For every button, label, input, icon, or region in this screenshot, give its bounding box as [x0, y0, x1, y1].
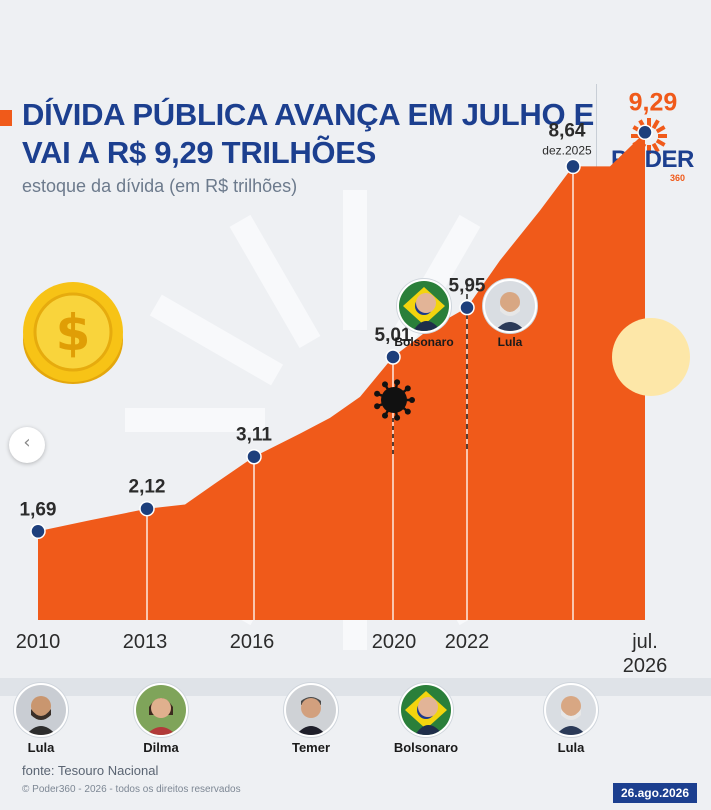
president-avatar	[134, 683, 188, 737]
logo-separator	[596, 84, 597, 202]
x-tick-label: 2020	[372, 631, 417, 653]
president-avatar	[397, 279, 451, 333]
previous-slide-button[interactable]: ‹	[9, 427, 45, 463]
virus-icon	[374, 379, 415, 421]
data-label: 3,11	[236, 425, 272, 446]
page-title: DÍVIDA PÚBLICA AVANÇA EM JULHO E VAI A R…	[22, 97, 594, 170]
data-label: 5,01	[375, 325, 412, 346]
chevron-left-icon: ‹	[23, 432, 31, 453]
page-subtitle: estoque da dívida (em R$ trilhões)	[22, 176, 298, 196]
data-point	[565, 158, 581, 175]
data-label: 9,29	[629, 88, 678, 116]
data-point	[637, 124, 653, 141]
data-point	[385, 349, 401, 365]
president-avatar	[544, 683, 598, 737]
timeline-president-1: Lula	[0, 683, 91, 755]
data-point	[246, 448, 262, 465]
data-label: 5,95	[449, 276, 486, 297]
svg-text:$: $	[56, 304, 91, 362]
logo-sub: 360	[670, 173, 686, 183]
date-badge: 26.ago.2026	[612, 783, 697, 803]
dollar-coin-icon: $	[23, 282, 123, 384]
data-label: 1,69	[20, 499, 57, 520]
timeline-president-4: Bolsonaro	[376, 683, 476, 755]
highlight-circle	[612, 318, 690, 396]
timeline-president-3: Temer	[261, 683, 361, 755]
data-label: 8,64	[549, 120, 586, 141]
copyright-note: © Poder360 - 2026 - todos os direitos re…	[22, 784, 241, 795]
top-president-2: Lula	[460, 279, 560, 349]
president-avatar	[399, 683, 453, 737]
x-tick-label: 2016	[230, 631, 275, 653]
timeline-president-2: Dilma	[111, 683, 211, 755]
debt-area	[38, 132, 645, 621]
president-avatar	[284, 683, 338, 737]
x-tick-label: jul.	[631, 631, 658, 653]
president-avatar	[14, 683, 68, 737]
data-point	[459, 299, 475, 316]
title-accent-bar	[0, 110, 12, 126]
source-note: fonte: Tesouro Nacional	[22, 763, 159, 778]
x-tick-label: 2010	[16, 631, 61, 653]
x-tick-label: 2026	[623, 655, 668, 677]
timeline-president-5: Lula	[521, 683, 621, 755]
data-label: 2,12	[129, 477, 166, 498]
x-tick-label: 2022	[445, 631, 490, 653]
x-tick-label: 2013	[123, 631, 168, 653]
data-point	[139, 500, 155, 517]
president-avatar	[483, 279, 537, 333]
top-president-1: Bolsonaro	[374, 279, 474, 349]
data-note: dez.2025	[542, 143, 592, 157]
data-point	[30, 523, 46, 540]
